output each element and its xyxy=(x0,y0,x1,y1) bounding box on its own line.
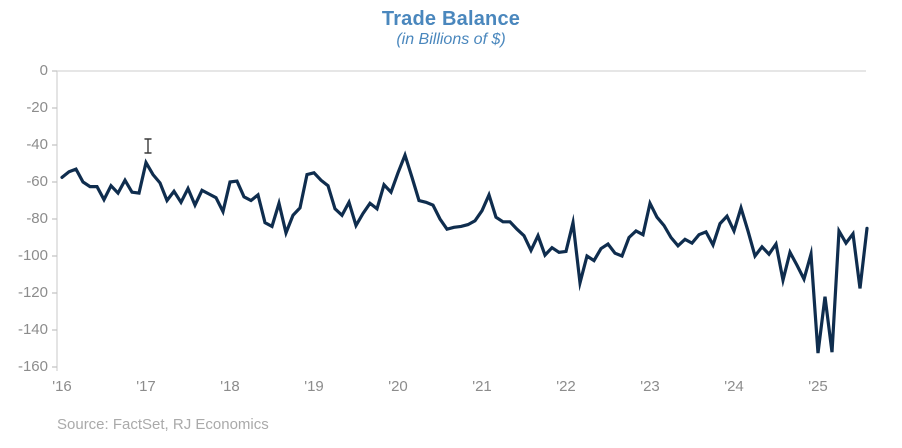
y-axis-tick-label: -160 xyxy=(17,358,48,375)
x-axis-tick-label: '25 xyxy=(808,378,828,395)
x-axis-tick-label: '19 xyxy=(304,378,324,395)
y-axis-tick-label: -60 xyxy=(26,173,48,190)
source-note: Source: FactSet, RJ Economics xyxy=(57,416,269,433)
x-axis-tick-label: '16 xyxy=(52,378,72,395)
x-axis-tick-label: '22 xyxy=(556,378,576,395)
y-axis-tick-label: 0 xyxy=(39,62,48,79)
y-axis-tick-label: -140 xyxy=(17,321,48,338)
x-axis-tick-label: '24 xyxy=(724,378,744,395)
x-axis-tick-label: '18 xyxy=(220,378,240,395)
x-axis-tick-label: '23 xyxy=(640,378,660,395)
text-ibeam-cursor xyxy=(144,138,152,154)
x-axis-tick-label: '20 xyxy=(388,378,408,395)
chart-title: Trade Balance xyxy=(381,8,521,30)
chart-subtitle: (in Billions of $) xyxy=(396,31,506,48)
x-axis-tick-label: '17 xyxy=(136,378,156,395)
trade-balance-line xyxy=(60,150,869,354)
y-axis-tick-label: -20 xyxy=(26,99,48,116)
y-axis-tick-label: -80 xyxy=(26,210,48,227)
y-axis-tick-label: -120 xyxy=(17,284,48,301)
x-axis-tick-label: '21 xyxy=(472,378,492,395)
y-axis-tick-label: -40 xyxy=(26,136,48,153)
y-axis-tick-label: -100 xyxy=(17,247,48,264)
